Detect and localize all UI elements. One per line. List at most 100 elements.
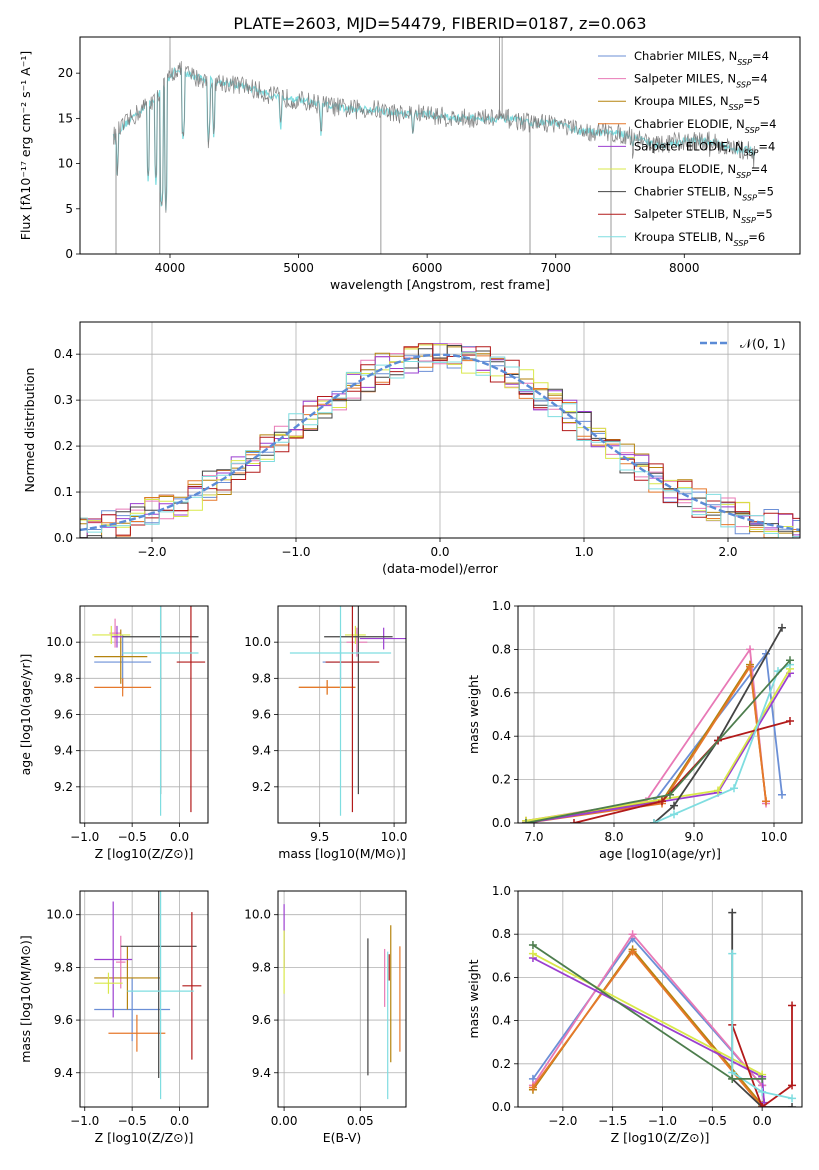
- y-tick-label: 9.8: [54, 960, 73, 974]
- x-axis-label: wavelength [Angstrom, rest frame]: [330, 277, 550, 292]
- x-tick-label: 0.0: [753, 1114, 772, 1128]
- weight-marker: [762, 797, 770, 806]
- weight-marker: [728, 1074, 737, 1083]
- axes-frame: [79, 321, 801, 539]
- x-tick-label: 5000: [283, 261, 314, 275]
- weight-marker: [786, 717, 794, 726]
- legend-label: 𝒩(0, 1): [740, 336, 786, 351]
- y-tick-label: 9.6: [252, 1013, 271, 1027]
- panel-mass-vs-Z: −1.0 −0.5 0.0 9.4 9.6 9.8 10.0 Z [log10(Z/Z⊙)] m…: [18, 890, 209, 1145]
- legend-label: Salpeter MILES, NSSP=4: [634, 72, 768, 90]
- weight-marker: [786, 656, 794, 665]
- weight-marker: [714, 786, 722, 795]
- weight-marker: [788, 1103, 797, 1107]
- normal-reference-curve: [80, 353, 800, 532]
- y-tick-label: 0: [65, 247, 73, 261]
- legend-label: Salpeter STELIB, NSSP=5: [634, 207, 773, 225]
- x-tick-label: 2.0: [718, 545, 737, 559]
- x-tick-label: 0.05: [347, 1114, 374, 1128]
- y-tick-label: 1.0: [492, 884, 511, 898]
- y-tick-label: 10.0: [244, 635, 271, 649]
- x-tick-label: −0.5: [118, 1114, 147, 1128]
- x-axis-label: E(B-V): [323, 1130, 362, 1145]
- legend-label: Salpeter ELODIE, NSSP=4: [634, 139, 775, 157]
- y-tick-label: 0.4: [54, 347, 73, 361]
- x-tick-label: −1.5: [598, 1114, 627, 1128]
- legend-label: Kroupa MILES, NSSP=5: [634, 94, 760, 112]
- y-tick-label: 0.0: [492, 816, 511, 830]
- y-tick-label: 9.4: [54, 1066, 73, 1080]
- weight-marker: [758, 1074, 767, 1083]
- x-tick-label: 0.00: [271, 1114, 298, 1128]
- y-tick-label: 0.8: [492, 642, 511, 656]
- y-tick-label: 0.0: [54, 531, 73, 545]
- y-tick-label: 9.6: [54, 708, 73, 722]
- x-tick-label: 9.0: [684, 830, 703, 844]
- y-tick-label: 5: [65, 202, 73, 216]
- weight-marker: [666, 790, 674, 799]
- y-tick-label: 9.6: [54, 1013, 73, 1027]
- y-tick-label: 0.2: [492, 1057, 511, 1071]
- y-tick-label: 0.3: [54, 393, 73, 407]
- weight-line: [525, 664, 767, 823]
- x-tick-label: 1.0: [574, 545, 593, 559]
- weight-marker: [728, 949, 737, 958]
- weight-line: [731, 953, 793, 1100]
- weight-marker: [528, 1083, 537, 1092]
- x-tick-label: 7000: [540, 261, 571, 275]
- y-tick-label: 10.0: [46, 635, 73, 649]
- y-axis-label: mass [log10(M/M⊙)]: [18, 935, 33, 1063]
- x-axis-label: Z [log10(Z/Z⊙)]: [95, 1130, 194, 1145]
- x-tick-label: −2.0: [548, 1114, 577, 1128]
- weight-line: [653, 627, 783, 823]
- panel-spectrum: 4000 5000 6000 7000 8000 0 5 10 15 20 wavelength […: [18, 36, 801, 292]
- residual-histogram: [80, 351, 800, 538]
- plot-area: [80, 343, 800, 538]
- x-tick-label: 0.0: [170, 1114, 189, 1128]
- y-tick-label: 9.2: [54, 780, 73, 794]
- weight-marker: [788, 1081, 797, 1090]
- y-tick-label: 15: [58, 111, 73, 125]
- weight-marker: [788, 1001, 797, 1010]
- legend-label: Chabrier MILES, NSSP=4: [634, 49, 769, 67]
- weight-marker: [628, 947, 637, 956]
- y-axis-label: Normed distribution: [22, 368, 37, 493]
- y-tick-label: 0.4: [492, 729, 511, 743]
- axes-frame: [79, 36, 801, 255]
- weight-marker: [570, 819, 578, 823]
- legend-label: Chabrier STELIB, NSSP=5: [634, 185, 774, 203]
- y-tick-label: 9.4: [54, 744, 73, 758]
- x-tick-label: 4000: [155, 261, 186, 275]
- x-tick-label: 8.0: [604, 830, 623, 844]
- weight-marker: [528, 941, 537, 949]
- plot-area: [94, 891, 202, 1100]
- plot-area: [522, 623, 794, 823]
- spectrum-legend: Chabrier MILES, NSSP=4 Salpeter MILES, NS…: [598, 49, 776, 247]
- figure-title: PLATE=2603, MJD=54479, FIBERID=0187, z=0…: [233, 14, 646, 33]
- residual-histogram: [80, 343, 800, 536]
- weight-marker: [758, 1103, 767, 1107]
- weight-marker: [650, 819, 658, 823]
- y-tick-label: 9.8: [252, 960, 271, 974]
- legend-label: Chabrier ELODIE, NSSP=4: [634, 117, 776, 135]
- x-tick-label: 10.0: [381, 830, 408, 844]
- x-axis-label: Z [log10(Z/Z⊙)]: [95, 846, 194, 861]
- weight-line: [573, 720, 791, 823]
- y-tick-label: 9.6: [252, 708, 271, 722]
- spectrum-data-line: [113, 37, 755, 213]
- weight-marker: [758, 1087, 767, 1096]
- weight-marker: [670, 801, 678, 810]
- y-tick-label: 10: [58, 157, 73, 171]
- y-tick-label: 9.8: [54, 671, 73, 685]
- x-tick-label: −1.0: [70, 830, 99, 844]
- weight-marker: [746, 645, 754, 654]
- weight-marker: [746, 662, 754, 671]
- panel-age-vs-mass: 9.5 10.0 9.2 9.4 9.6 9.8 10.0 mass [log10(M/M⊙)…: [244, 605, 408, 861]
- y-axis-label: age [log10(age/yr)]: [18, 654, 33, 776]
- weight-marker: [778, 790, 786, 799]
- axes-frame: [79, 605, 209, 824]
- x-tick-label: −1.0: [648, 1114, 677, 1128]
- residual-histogram: [80, 343, 800, 538]
- x-tick-label: 6000: [412, 261, 443, 275]
- x-tick-label: −1.0: [70, 1114, 99, 1128]
